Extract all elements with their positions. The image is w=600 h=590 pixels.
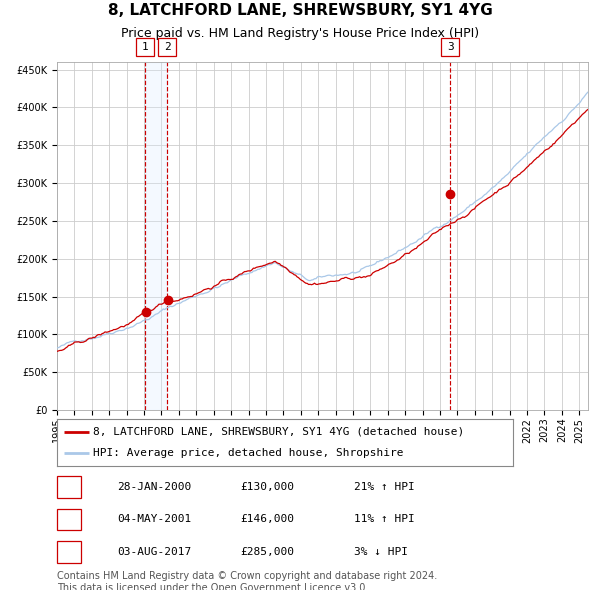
Text: HPI: Average price, detached house, Shropshire: HPI: Average price, detached house, Shro… (94, 448, 404, 458)
Text: 2: 2 (164, 42, 171, 52)
Text: 03-AUG-2017: 03-AUG-2017 (117, 547, 191, 557)
Text: 2: 2 (65, 514, 73, 525)
Text: 04-MAY-2001: 04-MAY-2001 (117, 514, 191, 525)
Text: 21% ↑ HPI: 21% ↑ HPI (354, 482, 415, 492)
Text: 3: 3 (447, 42, 454, 52)
Bar (145, 62, 167, 410)
Text: 1: 1 (142, 42, 149, 52)
Text: 28-JAN-2000: 28-JAN-2000 (117, 482, 191, 492)
Text: 1: 1 (65, 482, 73, 492)
Text: £146,000: £146,000 (240, 514, 294, 525)
Text: 3% ↓ HPI: 3% ↓ HPI (354, 547, 408, 557)
Text: Price paid vs. HM Land Registry's House Price Index (HPI): Price paid vs. HM Land Registry's House … (121, 27, 479, 40)
Text: £285,000: £285,000 (240, 547, 294, 557)
Text: 11% ↑ HPI: 11% ↑ HPI (354, 514, 415, 525)
Text: Contains HM Land Registry data © Crown copyright and database right 2024.
This d: Contains HM Land Registry data © Crown c… (57, 571, 437, 590)
Text: 3: 3 (65, 547, 73, 557)
Text: 8, LATCHFORD LANE, SHREWSBURY, SY1 4YG: 8, LATCHFORD LANE, SHREWSBURY, SY1 4YG (107, 3, 493, 18)
Text: 8, LATCHFORD LANE, SHREWSBURY, SY1 4YG (detached house): 8, LATCHFORD LANE, SHREWSBURY, SY1 4YG (… (94, 427, 465, 437)
Text: £130,000: £130,000 (240, 482, 294, 492)
